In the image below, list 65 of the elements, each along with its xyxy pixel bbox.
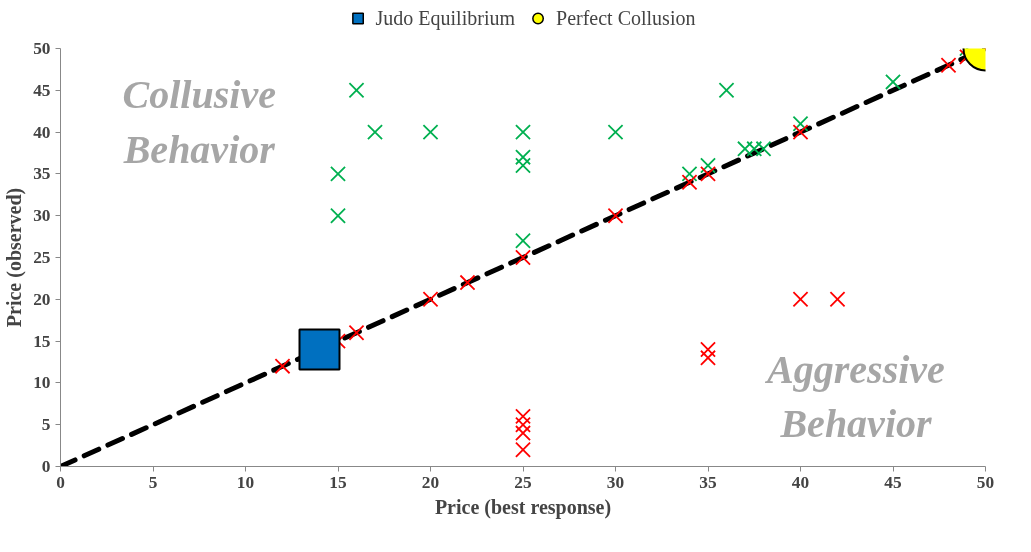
point (885, 73, 901, 90)
point (515, 408, 531, 425)
y-tick-label: 15 (33, 331, 51, 351)
point (515, 124, 531, 141)
y-tick-label: 20 (33, 289, 51, 309)
point (607, 207, 624, 224)
y-tick-label: 25 (33, 248, 51, 267)
legend-label: Judo Equilibrium (375, 6, 516, 30)
point (681, 165, 698, 182)
annotation: Collusive Behavior (122, 72, 276, 172)
y-tick-label: 40 (33, 122, 51, 142)
point (330, 165, 346, 182)
y-tick-label: 5 (41, 415, 51, 435)
point (515, 425, 531, 442)
point (367, 124, 383, 141)
y-tick-label: 50 (33, 39, 51, 58)
point (718, 82, 735, 99)
legend-label: Perfect Collusion (556, 6, 696, 30)
annotation: Aggressive Behavior (764, 346, 945, 446)
point (348, 82, 365, 99)
point (746, 140, 763, 157)
y-tick-label: 0 (41, 457, 51, 476)
x-axis-title: Price (best response) (434, 495, 612, 519)
y-tick-label: 10 (33, 373, 51, 393)
x-tick-label: 5 (148, 472, 158, 492)
point (607, 124, 624, 141)
x-tick-label: 0 (56, 472, 65, 492)
point (792, 291, 809, 308)
point (700, 349, 716, 366)
point (348, 324, 365, 341)
point (792, 115, 809, 132)
point (515, 249, 531, 266)
point (700, 165, 716, 182)
point (737, 140, 753, 157)
point (792, 124, 809, 141)
x-tick-label: 10 (236, 472, 255, 492)
x-tick-label: 30 (606, 472, 625, 492)
point (274, 358, 291, 375)
x-tick-label: 20 (421, 472, 440, 492)
point (940, 57, 957, 74)
x-tick-label: 15 (329, 472, 347, 492)
y-tick-label: 45 (33, 80, 51, 100)
x-tick-label: 45 (884, 472, 902, 492)
point (700, 341, 716, 358)
point (681, 174, 698, 191)
point (422, 291, 439, 308)
point (298, 328, 341, 371)
point (755, 140, 772, 157)
y-tick-label: 30 (33, 206, 51, 226)
point (700, 157, 716, 174)
point (330, 207, 346, 224)
x-tick-label: 25 (514, 472, 532, 492)
point (515, 441, 531, 458)
point (515, 232, 531, 249)
x-tick-label: 50 (976, 472, 995, 492)
x-tick-label: 35 (699, 472, 717, 492)
point (515, 149, 531, 166)
point (515, 416, 531, 433)
x-tick-label: 40 (791, 472, 810, 492)
point (422, 124, 439, 141)
point (459, 274, 476, 291)
y-tick-label: 35 (33, 164, 51, 184)
point (829, 291, 846, 308)
point (515, 157, 531, 174)
y-axis-title: Price (observed) (3, 187, 27, 328)
